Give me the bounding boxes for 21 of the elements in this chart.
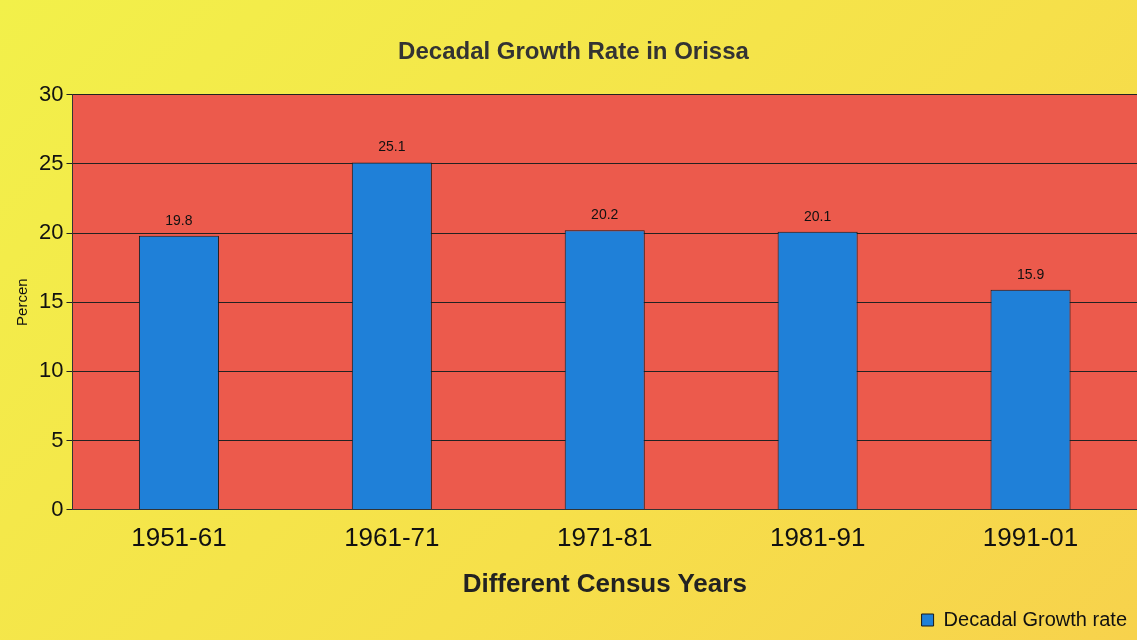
x-tick-label: 1951-61 [131,522,227,553]
y-tick-label: 20 [38,219,64,245]
x-tick-label: 1971-81 [557,522,653,553]
data-label: 20.2 [591,206,619,223]
y-tick-label: 5 [51,426,64,452]
legend-label: Decadal Growth rate [943,607,1127,630]
x-axis-title: Different Census Years [462,567,747,598]
y-tick-label: 25 [38,150,64,175]
data-label: 19.8 [165,211,193,228]
chart-title: Decadal Growth Rate in Orissa [398,37,750,65]
x-tick-label: 1981-91 [769,522,866,553]
y-tick-label: 10 [38,357,64,383]
y-tick-label: 30 [38,80,64,106]
data-label: 20.1 [804,207,832,224]
data-label: 15.9 [1016,265,1045,282]
y-axis-title: Percen [13,278,31,326]
x-tick-label: 1991-01 [982,522,1079,553]
data-label: 25.1 [378,138,406,155]
y-tick-label: 0 [51,495,64,521]
y-tick-label: 15 [38,288,64,314]
x-tick-label: 1961-71 [344,522,440,553]
